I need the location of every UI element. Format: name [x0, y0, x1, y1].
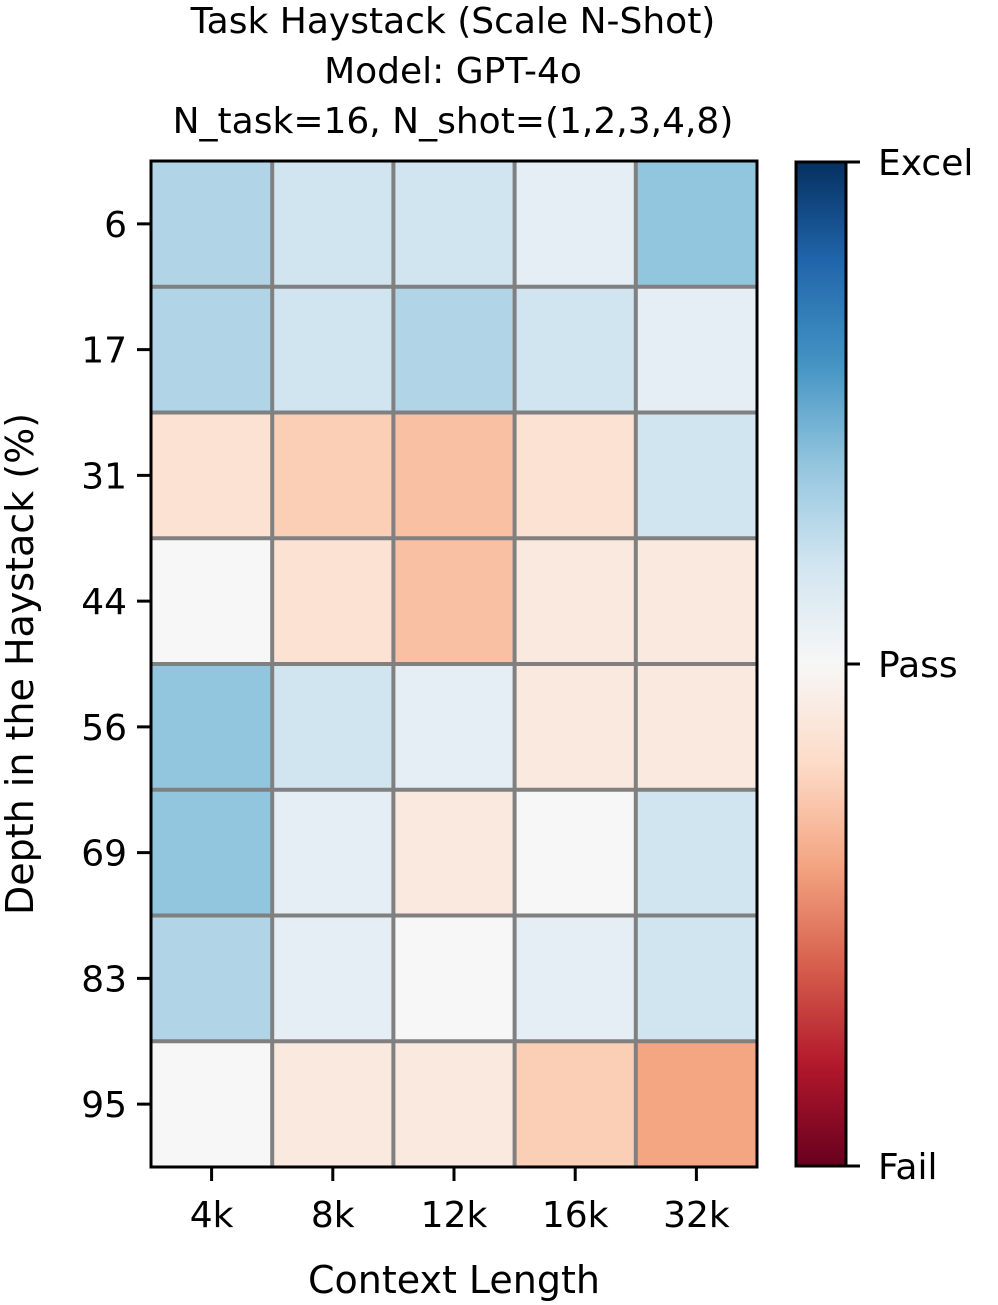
heatmap-cell: [635, 161, 757, 287]
heatmap-cell: [514, 412, 636, 539]
x-tick-label: 16k: [542, 1195, 609, 1236]
heatmap-cell: [151, 161, 273, 287]
heatmap-cell: [393, 161, 515, 287]
heatmap-cell: [514, 664, 636, 790]
heatmap-cell: [635, 286, 757, 413]
heatmap-gridlines: [151, 161, 757, 1167]
heatmap-cell: [151, 412, 273, 539]
heatmap-cell: [272, 664, 394, 790]
heatmap-cell: [635, 538, 757, 664]
heatmap-cell: [272, 538, 394, 664]
heatmap-cell: [272, 286, 394, 413]
y-axis-ticks: 6 17 31 44 56 69 83 95: [81, 205, 151, 1126]
heatmap-cell: [393, 412, 515, 539]
y-tick-label: 56: [81, 708, 127, 749]
y-tick-label: 6: [104, 205, 127, 246]
heatmap-cell: [635, 664, 757, 790]
colorbar: [794, 160, 848, 1168]
heatmap-cell: [635, 789, 757, 916]
heatmap-cell: [514, 915, 636, 1042]
heatmap-cell: [393, 538, 515, 664]
y-axis-label: Depth in the Haystack (%): [0, 413, 42, 915]
heatmap-cell: [514, 161, 636, 287]
colorbar-tick-label: Excel: [878, 143, 973, 184]
chart-title-line-3: N_task=16, N_shot=(1,2,3,4,8): [173, 101, 734, 142]
heatmap-cell: [635, 1041, 757, 1167]
heatmap-cell: [151, 1041, 273, 1167]
heatmap-cell: [272, 915, 394, 1042]
colorbar-tick-label: Fail: [878, 1147, 937, 1188]
x-axis-label: Context Length: [308, 1258, 600, 1302]
heatmap-cells: [151, 161, 757, 1167]
heatmap-cell: [393, 915, 515, 1042]
heatmap-cell: [272, 1041, 394, 1167]
heatmap-cell: [514, 538, 636, 664]
heatmap-cell: [151, 664, 273, 790]
heatmap-cell: [272, 161, 394, 287]
x-tick-label: 32k: [663, 1195, 730, 1236]
heatmap-cell: [635, 412, 757, 539]
heatmap-cell: [272, 789, 394, 916]
x-axis-ticks: 4k 8k 12k 16k 32k: [190, 1167, 730, 1236]
heatmap-cell: [393, 664, 515, 790]
y-tick-label: 69: [81, 834, 127, 875]
chart-title-line-2: Model: GPT-4o: [324, 51, 582, 92]
y-tick-label: 44: [81, 582, 127, 623]
colorbar-tick-label: Pass: [878, 645, 958, 686]
heatmap-cell: [514, 789, 636, 916]
heatmap-cell: [393, 789, 515, 916]
y-tick-label: 31: [81, 456, 127, 497]
heatmap-cell: [151, 286, 273, 413]
heatmap-cell: [151, 789, 273, 916]
y-tick-label: 17: [81, 331, 127, 372]
chart-title-line-1: Task Haystack (Scale N-Shot): [190, 1, 716, 42]
y-tick-label: 83: [81, 959, 127, 1000]
x-tick-label: 12k: [421, 1195, 488, 1236]
heatmap-cell: [393, 1041, 515, 1167]
heatmap-cell: [514, 1041, 636, 1167]
heatmap-cell: [514, 286, 636, 413]
heatmap-cell: [635, 915, 757, 1042]
heatmap-cell: [151, 538, 273, 664]
y-tick-label: 95: [81, 1085, 127, 1126]
heatmap-cell: [393, 286, 515, 413]
colorbar-ticks: Excel Pass Fail: [846, 143, 973, 1188]
heatmap-cell: [272, 412, 394, 539]
heatmap-cell: [151, 915, 273, 1042]
x-tick-label: 4k: [190, 1195, 234, 1236]
x-tick-label: 8k: [311, 1195, 355, 1236]
